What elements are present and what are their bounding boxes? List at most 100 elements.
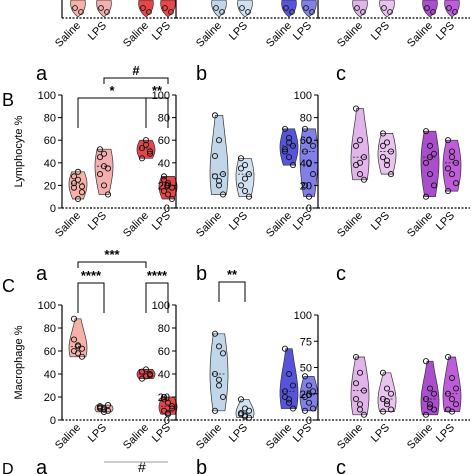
data-point (104, 407, 112, 414)
top-x-tick-label: LPS (369, 20, 392, 43)
data-point (237, 165, 245, 172)
data-point (360, 154, 368, 161)
data-point (305, 391, 313, 398)
top-point (72, 5, 78, 11)
data-point (379, 130, 387, 137)
data-point (289, 405, 297, 412)
top-point (213, 5, 219, 11)
data-point (448, 171, 456, 178)
panel-label-b-a: a (36, 63, 48, 85)
violin-2 (420, 130, 440, 198)
top-point (104, 9, 110, 15)
panel-label-c-c: c (336, 263, 346, 285)
top-violin (138, 0, 154, 18)
x-tick-label: Saline (194, 210, 224, 240)
y-tick-label: 20 (44, 180, 56, 192)
y-tick-label: 40 (44, 158, 56, 170)
top-x-tick-label: Saline (405, 20, 435, 50)
top-point (78, 9, 84, 15)
top-point (303, 5, 309, 11)
data-point (215, 137, 223, 144)
significance-label: **** (81, 268, 102, 283)
panel-label-d-b: b (196, 457, 207, 474)
top-point (162, 5, 168, 11)
data-point (356, 401, 364, 408)
data-point (160, 187, 168, 195)
data-point (285, 396, 293, 403)
data-point (301, 407, 309, 414)
y-axis-label: Lymphocyte % (13, 115, 25, 187)
data-point (74, 350, 82, 357)
data-point (241, 162, 249, 169)
data-point (219, 393, 227, 401)
top-point (245, 9, 251, 15)
x-tick-label: Saline (121, 210, 151, 240)
data-point (444, 137, 452, 144)
x-tick-label: Saline (335, 210, 365, 240)
top-violin (352, 0, 368, 18)
panel-label-b-b: b (196, 63, 207, 85)
data-point (74, 195, 82, 203)
data-point (215, 343, 223, 350)
hash-d: # (138, 459, 146, 474)
top-point (381, 5, 387, 11)
data-point (448, 374, 456, 382)
y-axis-label: Macrophage % (13, 325, 25, 399)
y-tick-label: 80 (44, 113, 56, 125)
data-point (245, 407, 253, 414)
top-point (98, 5, 104, 11)
data-point (426, 385, 434, 392)
data-point (309, 142, 317, 149)
data-point (305, 382, 313, 389)
x-tick-label: LPS (369, 210, 392, 233)
significance-label: **** (147, 268, 168, 283)
data-point (305, 193, 313, 200)
panel-label-c-a: a (36, 263, 48, 285)
x-tick-label: Saline (405, 210, 435, 240)
data-point (245, 171, 253, 178)
data-point (70, 173, 78, 180)
y-tick-label: 0 (306, 415, 312, 427)
data-point (387, 406, 395, 413)
data-point (241, 187, 249, 195)
top-x-tick-label: Saline (335, 20, 365, 50)
data-point (285, 154, 293, 161)
data-point (211, 370, 219, 378)
x-tick-label: Saline (194, 422, 224, 452)
data-point (448, 395, 456, 403)
y-tick-label: 100 (38, 90, 56, 102)
top-violin (422, 0, 438, 18)
data-point (78, 183, 86, 190)
data-point (422, 128, 430, 135)
y-tick-label: 20 (44, 392, 56, 404)
y-tick-label: 100 (152, 90, 170, 102)
x-tick-label: Saline (121, 422, 151, 452)
data-point (309, 171, 317, 178)
top-x-tick-label: LPS (227, 20, 250, 43)
top-x-tick-label: Saline (121, 20, 151, 50)
data-point (281, 146, 289, 153)
y-tick-label: 0 (306, 203, 312, 215)
violin-0 (350, 356, 370, 416)
violin-3 (442, 356, 462, 412)
panel-label-d-c: c (336, 457, 346, 474)
top-point (140, 5, 146, 11)
data-point (281, 388, 289, 395)
top-violin (281, 0, 297, 18)
data-point (430, 182, 438, 189)
data-point (426, 401, 434, 408)
top-x-tick-label: LPS (434, 20, 457, 43)
data-point (309, 388, 317, 395)
y-tick-label: 25 (300, 389, 312, 401)
data-point (356, 159, 364, 166)
violin-0 (209, 114, 229, 195)
data-point (360, 387, 368, 394)
data-point (289, 162, 297, 169)
data-point (352, 142, 360, 149)
top-point (387, 9, 393, 15)
data-point (96, 154, 104, 161)
data-point (383, 162, 391, 169)
top-x-tick-label: Saline (53, 20, 83, 50)
data-point (160, 393, 168, 401)
